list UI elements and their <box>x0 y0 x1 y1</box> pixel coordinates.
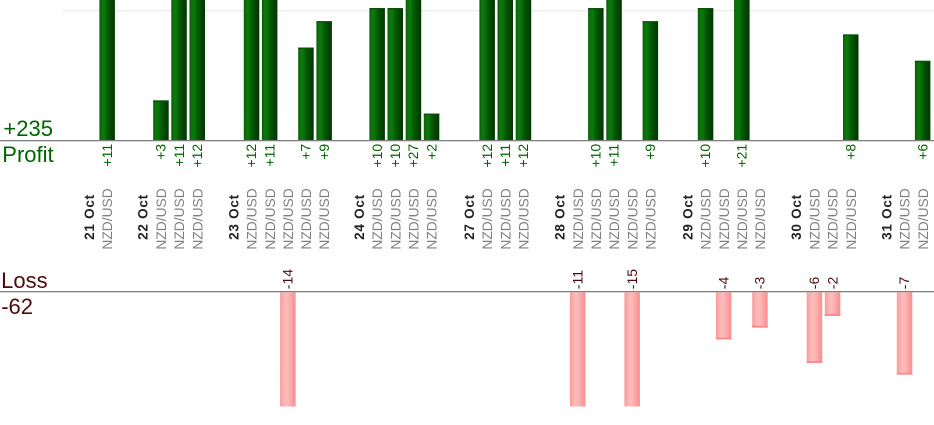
svg-text:+6: +6 <box>914 144 930 160</box>
svg-text:NZD/USD: NZD/USD <box>607 188 622 249</box>
svg-text:-3: -3 <box>752 277 768 290</box>
svg-text:NZD/USD: NZD/USD <box>735 188 750 249</box>
svg-text:+12: +12 <box>479 144 495 168</box>
svg-text:+11: +11 <box>497 144 513 167</box>
svg-text:-4: -4 <box>715 277 731 290</box>
svg-text:NZD/USD: NZD/USD <box>317 188 332 249</box>
svg-text:+27: +27 <box>405 144 421 168</box>
svg-text:NZD/USD: NZD/USD <box>407 188 422 249</box>
svg-text:+10: +10 <box>369 144 385 168</box>
svg-text:NZD/USD: NZD/USD <box>717 188 732 249</box>
svg-text:-7: -7 <box>896 277 912 290</box>
svg-text:NZD/USD: NZD/USD <box>480 188 495 249</box>
svg-text:NZD/USD: NZD/USD <box>263 188 278 249</box>
svg-text:+235: +235 <box>3 116 53 141</box>
svg-text:NZD/USD: NZD/USD <box>154 188 169 249</box>
svg-text:Loss: Loss <box>1 268 47 293</box>
svg-text:22 Oct: 22 Oct <box>136 194 151 240</box>
svg-text:+11: +11 <box>261 144 277 167</box>
svg-text:+11: +11 <box>606 144 622 167</box>
svg-text:-15: -15 <box>624 269 640 289</box>
svg-text:30 Oct: 30 Oct <box>789 194 804 240</box>
svg-text:NZD/USD: NZD/USD <box>172 188 187 249</box>
svg-text:21 Oct: 21 Oct <box>82 194 97 240</box>
svg-text:NZD/USD: NZD/USD <box>370 188 385 249</box>
svg-text:23 Oct: 23 Oct <box>226 194 241 240</box>
svg-text:NZD/USD: NZD/USD <box>699 188 714 249</box>
svg-text:31 Oct: 31 Oct <box>879 194 894 240</box>
svg-text:-2: -2 <box>824 277 840 290</box>
svg-text:-6: -6 <box>806 277 822 290</box>
svg-text:+8: +8 <box>842 144 858 160</box>
svg-text:NZD/USD: NZD/USD <box>498 188 513 249</box>
svg-text:28 Oct: 28 Oct <box>553 194 568 240</box>
svg-text:-62: -62 <box>1 294 33 319</box>
svg-text:29 Oct: 29 Oct <box>680 194 695 240</box>
svg-text:NZD/USD: NZD/USD <box>898 188 913 249</box>
svg-text:+12: +12 <box>189 144 205 168</box>
svg-text:NZD/USD: NZD/USD <box>808 188 823 249</box>
svg-text:NZD/USD: NZD/USD <box>589 188 604 249</box>
svg-text:+21: +21 <box>734 144 750 168</box>
svg-text:27 Oct: 27 Oct <box>462 194 477 240</box>
svg-text:NZD/USD: NZD/USD <box>299 188 314 249</box>
svg-text:24 Oct: 24 Oct <box>352 194 367 240</box>
svg-text:NZD/USD: NZD/USD <box>245 188 260 249</box>
svg-text:+12: +12 <box>243 144 259 168</box>
svg-text:NZD/USD: NZD/USD <box>844 188 859 249</box>
svg-text:NZD/USD: NZD/USD <box>753 188 768 249</box>
svg-text:NZD/USD: NZD/USD <box>826 188 841 249</box>
svg-text:NZD/USD: NZD/USD <box>571 188 586 249</box>
svg-text:+10: +10 <box>387 144 403 168</box>
svg-text:Profit: Profit <box>2 142 53 167</box>
svg-text:+11: +11 <box>99 144 115 167</box>
svg-text:+7: +7 <box>298 144 314 160</box>
svg-text:-11: -11 <box>569 270 585 289</box>
svg-text:NZD/USD: NZD/USD <box>625 188 640 249</box>
svg-text:NZD/USD: NZD/USD <box>388 188 403 249</box>
svg-text:NZD/USD: NZD/USD <box>425 188 440 249</box>
svg-text:+2: +2 <box>423 144 439 160</box>
svg-text:NZD/USD: NZD/USD <box>190 188 205 249</box>
svg-text:+9: +9 <box>316 144 332 160</box>
svg-text:+11: +11 <box>171 144 187 167</box>
svg-text:NZD/USD: NZD/USD <box>281 188 296 249</box>
svg-text:NZD/USD: NZD/USD <box>916 188 931 249</box>
svg-text:NZD/USD: NZD/USD <box>643 188 658 249</box>
svg-text:+10: +10 <box>697 144 713 168</box>
svg-text:+3: +3 <box>153 144 169 160</box>
svg-text:NZD/USD: NZD/USD <box>517 188 532 249</box>
svg-text:NZD/USD: NZD/USD <box>100 188 115 249</box>
svg-text:+10: +10 <box>588 144 604 168</box>
svg-text:-14: -14 <box>280 269 296 289</box>
svg-text:+12: +12 <box>515 144 531 168</box>
svg-text:+9: +9 <box>642 144 658 160</box>
